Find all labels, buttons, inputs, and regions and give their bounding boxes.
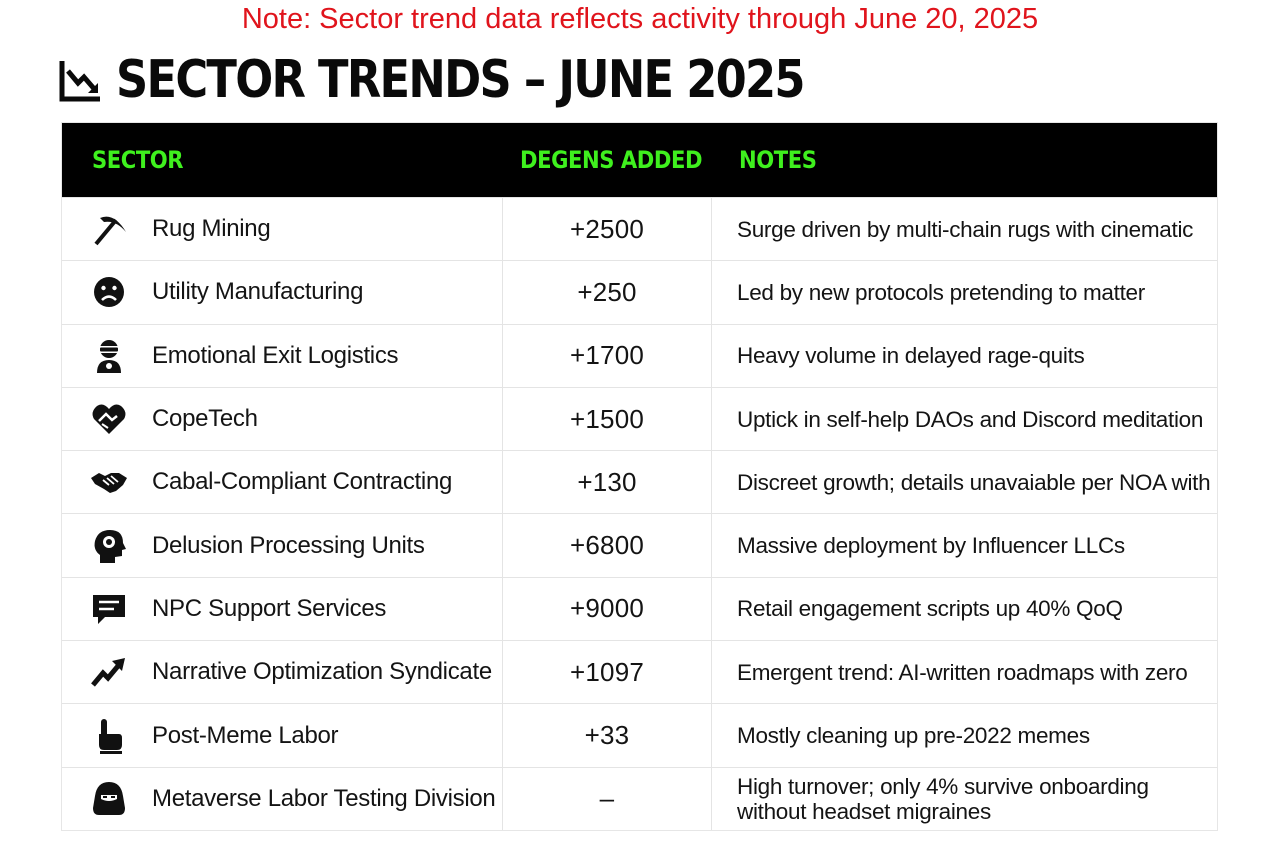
degens-cell: +250: [503, 261, 712, 324]
header-notes: NOTES: [739, 146, 817, 174]
vr-headset-person-icon: [97, 339, 121, 373]
notes-cell: Surge driven by multi-chain rugs with ci…: [712, 198, 1217, 260]
notes-cell: Discreet growth; details unavaiable per …: [712, 451, 1217, 513]
hooded-figure-icon: [93, 781, 125, 815]
sector-cell: Rug Mining: [62, 198, 503, 261]
degens-cell: +2500: [503, 198, 712, 261]
degens-value: +1700: [569, 340, 645, 371]
sector-label: Post-Meme Labor: [152, 721, 339, 749]
sector-label: Metaverse Labor Testing Division: [152, 784, 496, 812]
notes-text: Heavy volume in delayed rage-quits: [737, 343, 1085, 369]
notes-text: High turnover; only 4% survive onboardin…: [737, 773, 1149, 824]
degens-cell: +1097: [503, 641, 712, 704]
sector-cell: Metaverse Labor Testing Division: [62, 767, 503, 830]
notes-cell: Emergent trend: AI-written roadmaps with…: [712, 641, 1217, 703]
degens-cell: +9000: [503, 577, 712, 641]
sector-cell: Utility Manufacturing: [62, 261, 503, 324]
degens-value: –: [599, 783, 615, 814]
notes-cell: Retail engagement scripts up 40% QoQ: [712, 578, 1217, 640]
page-title: SECTOR TRENDS – JUNE 2025: [116, 50, 806, 110]
title-row: SECTOR TRENDS – JUNE 2025: [58, 48, 916, 112]
table-row: Utility Manufacturing +250 Led by new pr…: [62, 260, 1217, 324]
notes-text: Emergent trend: AI-written roadmaps with…: [737, 659, 1188, 685]
sector-cell: Cabal-Compliant Contracting: [62, 451, 503, 514]
degens-value: +1097: [569, 656, 645, 687]
notes-cell: Heavy volume in delayed rage-quits: [712, 325, 1217, 387]
header-degens-added: DEGENS ADDED: [520, 146, 703, 174]
notes-cell: Massive deployment by Influencer LLCs: [712, 514, 1217, 576]
sector-table: SECTOR DEGENS ADDED NOTES Rug Mining +25…: [61, 122, 1218, 831]
degens-cell: +6800: [503, 514, 712, 577]
sector-cell: Narrative Optimization Syndicate: [62, 641, 503, 704]
degens-value: +9000: [569, 593, 645, 624]
sector-label: NPC Support Services: [152, 594, 387, 622]
sector-label: Cabal-Compliant Contracting: [152, 468, 453, 496]
table-row: Narrative Optimization Syndicate +1097 E…: [62, 640, 1217, 704]
sector-label: Emotional Exit Logistics: [152, 341, 399, 369]
notes-text: Massive deployment by Influencer LLCs: [737, 533, 1125, 559]
table-row: Metaverse Labor Testing Division – High …: [62, 766, 1217, 830]
sector-cell: Post-Meme Labor: [62, 704, 503, 767]
notes-cell: Mostly cleaning up pre-2022 memes: [712, 704, 1217, 766]
degens-value: +2500: [569, 213, 645, 244]
chart-down-icon: [59, 61, 100, 102]
notes-cell: High turnover; only 4% survive onboardin…: [712, 768, 1217, 830]
pickaxe-icon: [94, 216, 126, 246]
sector-cell: Emotional Exit Logistics: [62, 324, 503, 387]
notes-text: Led by new protocols pretending to matte…: [737, 279, 1145, 305]
notes-text: Uptick in self-help DAOs and Discord med…: [737, 406, 1204, 432]
handshake-icon: [91, 473, 127, 494]
degens-cell: +33: [503, 704, 712, 767]
table-header: SECTOR DEGENS ADDED NOTES: [62, 123, 1217, 197]
table-row: NPC Support Services +9000 Retail engage…: [62, 576, 1217, 641]
notes-cell: Uptick in self-help DAOs and Discord med…: [712, 388, 1217, 450]
head-brain-icon: [94, 529, 126, 563]
degens-cell: +1700: [503, 324, 712, 387]
sector-label: Rug Mining: [152, 215, 271, 243]
sector-cell: CopeTech: [62, 387, 503, 451]
pointing-hand-icon: [99, 718, 122, 754]
sector-cell: NPC Support Services: [62, 577, 503, 641]
sad-face-icon: [94, 277, 124, 308]
trend-up-arrow-icon: [91, 658, 125, 687]
degens-cell: –: [503, 767, 712, 830]
notes-text: Surge driven by multi-chain rugs with ci…: [737, 216, 1194, 242]
header-sector: SECTOR: [92, 146, 184, 174]
table-row: CopeTech +1500 Uptick in self-help DAOs …: [62, 386, 1217, 451]
chat-bubble-icon: [93, 594, 125, 624]
sector-label: CopeTech: [152, 405, 258, 433]
table-row: Post-Meme Labor +33 Mostly cleaning up p…: [62, 703, 1217, 767]
notes-text: Mostly cleaning up pre-2022 memes: [737, 723, 1090, 749]
degens-cell: +1500: [503, 387, 712, 451]
degens-cell: +130: [503, 451, 712, 514]
degens-value: +6800: [569, 530, 645, 561]
sector-cell: Delusion Processing Units: [62, 514, 503, 577]
table-row: Emotional Exit Logistics +1700 Heavy vol…: [62, 323, 1217, 387]
sector-label: Delusion Processing Units: [152, 531, 425, 559]
table-row: Rug Mining +2500 Surge driven by multi-c…: [62, 197, 1217, 261]
degens-value: +33: [584, 720, 630, 751]
handshake-heart-icon: [92, 404, 126, 435]
sector-label: Narrative Optimization Syndicate: [152, 658, 492, 686]
degens-value: +130: [577, 466, 637, 497]
notes-text: Retail engagement scripts up 40% QoQ: [737, 596, 1123, 622]
table-row: Delusion Processing Units +6800 Massive …: [62, 513, 1217, 577]
notes-text: Discreet growth; details unavaiable per …: [737, 469, 1211, 495]
notes-cell: Led by new protocols pretending to matte…: [712, 261, 1217, 323]
table-row: Cabal-Compliant Contracting +130 Discree…: [62, 450, 1217, 514]
degens-value: +1500: [569, 403, 645, 434]
note-banner: Note: Sector trend data reflects activit…: [241, 3, 1039, 35]
sector-label: Utility Manufacturing: [152, 278, 364, 306]
degens-value: +250: [577, 276, 637, 307]
